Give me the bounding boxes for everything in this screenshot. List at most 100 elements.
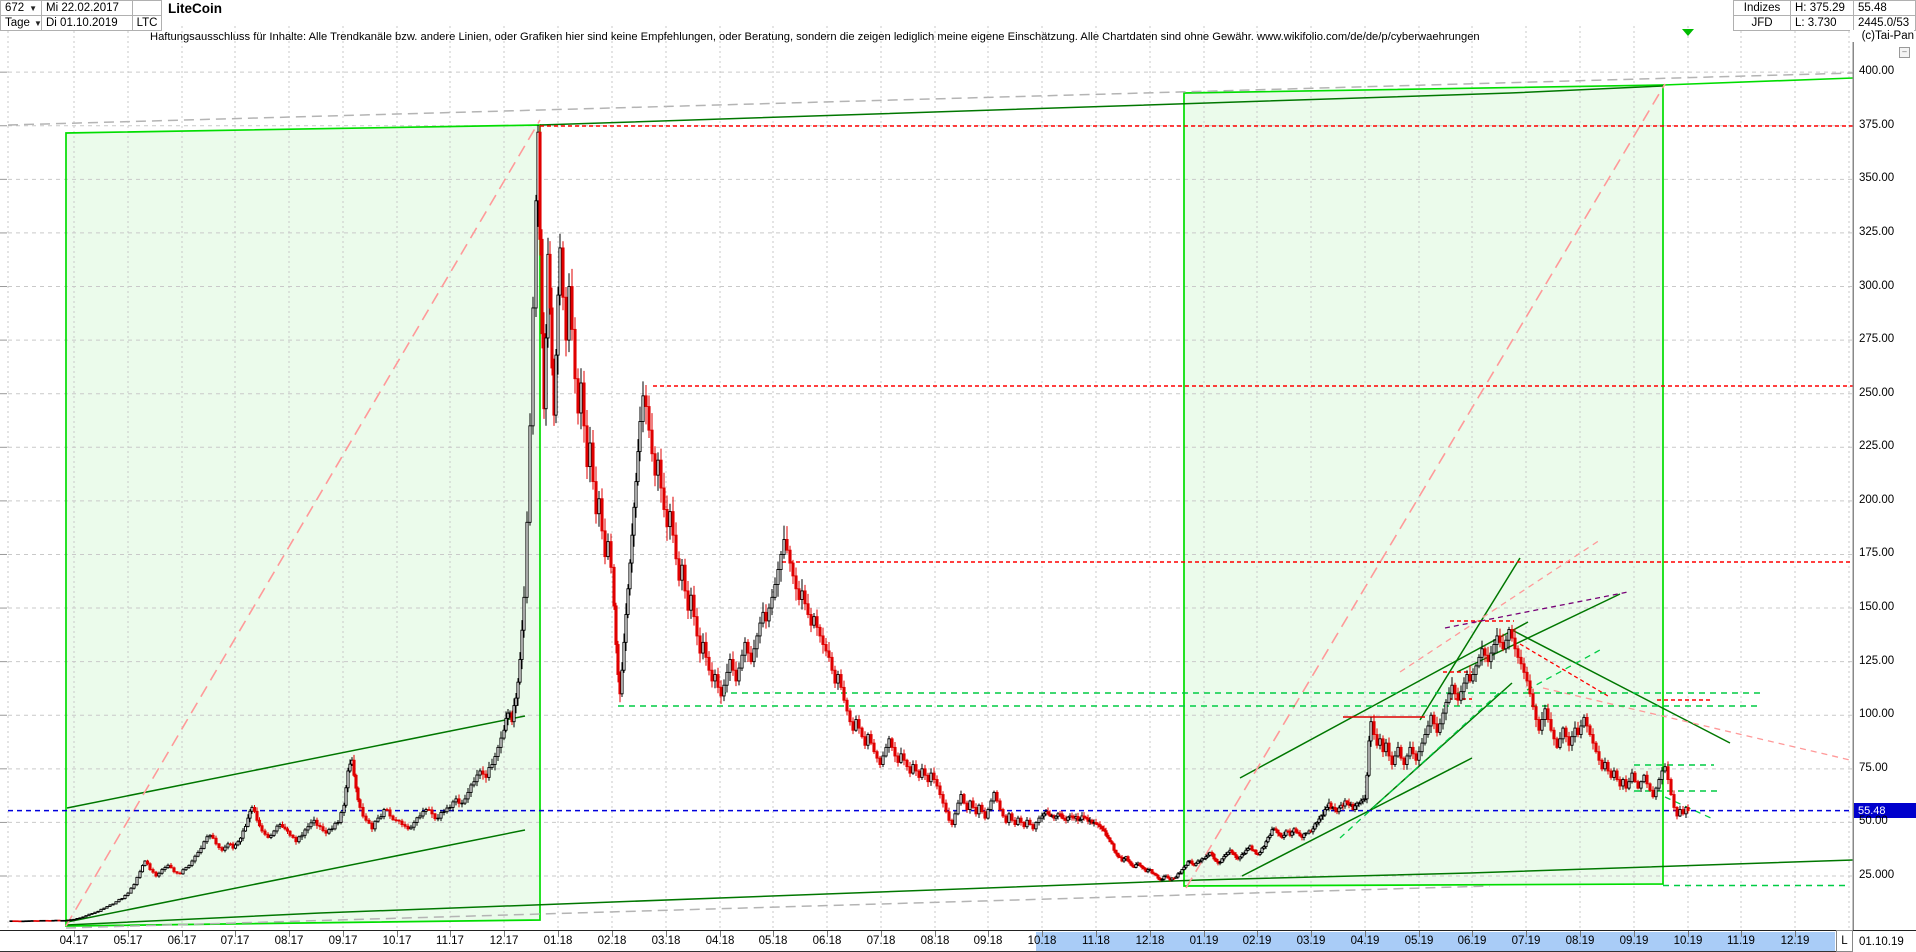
time-axis-label: 07.17 (220, 935, 250, 947)
time-axis-tick (1311, 931, 1312, 937)
broker-cell: JFD (1733, 15, 1791, 31)
broker-name: JFD (1751, 17, 1773, 29)
trend-box-2019 (1184, 85, 1663, 886)
period-dropdown[interactable]: Tage ▼ (0, 15, 42, 31)
symbol-cell: LTC (132, 15, 162, 31)
first-bar-date-field[interactable]: Mi 22.02.2017 (41, 0, 133, 16)
last-bar-date-field[interactable]: Di 01.10.2019 (41, 15, 133, 31)
time-axis-label: 02.19 (1242, 935, 1272, 947)
time-axis-label: 09.18 (973, 935, 1003, 947)
time-axis-tick (74, 931, 75, 937)
time-axis-tick (558, 931, 559, 937)
time-axis-tick (1257, 931, 1258, 937)
time-axis-tick (988, 931, 989, 937)
trend-box-2017-border (65, 124, 541, 927)
time-axis-tick (235, 931, 236, 937)
low-value-cell: L: 3.730 (1790, 15, 1854, 31)
time-axis-label: 05.19 (1404, 935, 1434, 947)
rising-channel-2019-upper (1239, 621, 1529, 779)
pink-megatrend-2019 (1185, 83, 1666, 889)
empty-header-cell (132, 0, 162, 16)
price-axis-label: 300.00 (1859, 279, 1895, 292)
green-dash-channel-proj (1339, 691, 1501, 839)
grid (0, 26, 1853, 929)
volume-cell: 2445.0/53 (1853, 15, 1916, 31)
time-axis-label: 09.19 (1619, 935, 1649, 947)
time-axis-label: 10.19 (1673, 935, 1703, 947)
time-axis-tick (827, 931, 828, 937)
last-price-tag: 55.48 (1854, 803, 1916, 819)
time-axis[interactable]: 04.17 05.17 06.17 07.17 08.17 09.17 10.17 11.17… (0, 930, 1916, 952)
provider-name: Indizes (1743, 2, 1781, 14)
last-price-value: 55.48 (1858, 2, 1887, 14)
time-axis-tick (1580, 931, 1581, 937)
period-high: H: 375.29 (1795, 2, 1845, 14)
bars-count-dropdown[interactable]: 672 ▼ (0, 0, 42, 16)
time-axis-label: 04.17 (59, 935, 89, 947)
time-axis-selected-range[interactable] (1036, 932, 1835, 951)
time-axis-label: 07.19 (1511, 935, 1541, 947)
time-axis-label: 06.18 (812, 935, 842, 947)
time-axis-tick (1688, 931, 1689, 937)
time-axis-tick (1042, 931, 1043, 937)
price-axis-label: 225.00 (1859, 440, 1895, 453)
price-axis-label: 125.00 (1859, 654, 1895, 667)
box2-top-extension (1662, 77, 1854, 86)
first-bar-date: Mi 22.02.2017 (46, 2, 119, 14)
time-axis-label: 09.17 (328, 935, 358, 947)
minimize-icon[interactable]: – (1899, 47, 1910, 58)
time-axis-label: 11.19 (1727, 935, 1755, 947)
price-axis-label: 100.00 (1859, 708, 1895, 721)
period-low: L: 3.730 (1795, 17, 1837, 29)
time-axis-tick (1795, 931, 1796, 937)
price-axis-label: 175.00 (1859, 547, 1895, 560)
bars-count-value: 672 (5, 2, 25, 14)
trend-box-borders (65, 84, 1664, 927)
time-axis-label: 06.17 (167, 935, 197, 947)
price-axis-label: 50.00 (1859, 815, 1888, 828)
time-axis-tick (289, 931, 290, 937)
last-price-cell: 55.48 (1853, 0, 1916, 16)
time-axis-label: 12.19 (1780, 935, 1810, 947)
time-axis-tick (1634, 931, 1635, 937)
time-axis-tick (1526, 931, 1527, 937)
price-axis-label: 150.00 (1859, 601, 1895, 614)
grey-channel-lower (65, 885, 1491, 929)
green-dash-rising (1526, 649, 1601, 691)
time-axis-tick (504, 931, 505, 937)
time-axis-tick (1365, 931, 1366, 937)
time-axis-tick (612, 931, 613, 937)
price-axis-label: 275.00 (1859, 333, 1895, 346)
price-axis-label: 375.00 (1859, 118, 1895, 131)
pink-megatrend-2017 (65, 119, 541, 927)
price-axis-label: 75.00 (1859, 761, 1888, 774)
time-axis-label: 05.18 (758, 935, 788, 947)
rising-channel-2017-lower (66, 829, 526, 923)
price-axis-label: 400.00 (1859, 65, 1895, 78)
time-axis-label: 01.19 (1189, 935, 1219, 947)
time-axis-label: 06.19 (1457, 935, 1487, 947)
last-bar-marker (1682, 29, 1694, 36)
time-axis-label: 08.19 (1565, 935, 1595, 947)
volume-value: 2445.0/53 (1858, 17, 1910, 29)
time-axis-label: 02.18 (597, 935, 627, 947)
time-axis-tick (720, 931, 721, 937)
price-axis-label: 25.000 (1859, 869, 1895, 881)
time-axis-label: 03.19 (1296, 935, 1326, 947)
period-value: Tage (5, 17, 30, 29)
rising-line-to-peak (1456, 593, 1621, 673)
time-axis-tick (881, 931, 882, 937)
time-axis-label: 04.18 (705, 935, 735, 947)
time-axis-label: 10.17 (382, 935, 412, 947)
time-axis-label: 08.18 (920, 935, 950, 947)
time-axis-tick (1472, 931, 1473, 937)
time-axis-label: 10.18 (1027, 935, 1057, 947)
chevron-down-icon: ▼ (33, 18, 42, 28)
time-axis-label: 11.18 (1082, 935, 1110, 947)
trend-box-fills (66, 85, 1663, 926)
candlestick-series (9, 125, 1690, 923)
pink-projection-up (1399, 539, 1601, 673)
time-axis-tick (1150, 931, 1151, 937)
